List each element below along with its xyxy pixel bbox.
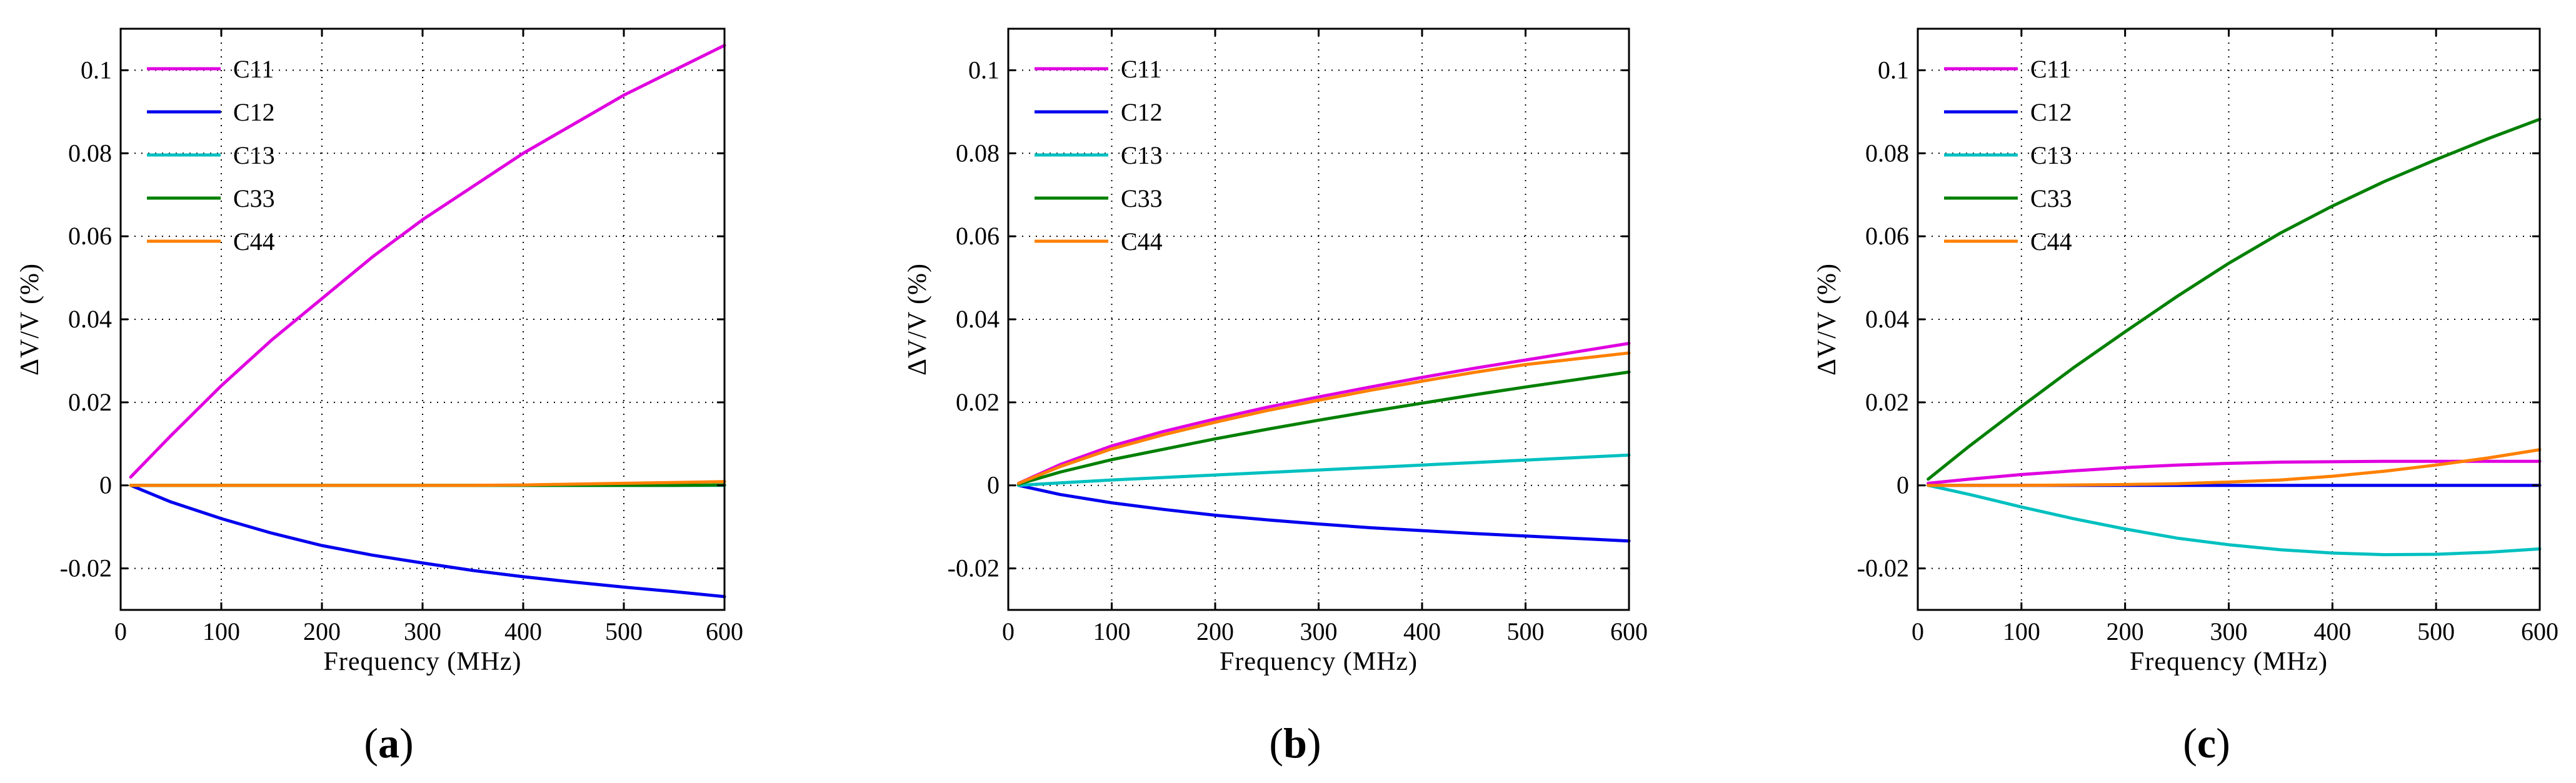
panel-c: 0 100 200 300 400 500 600 -0.02 0 0.02 0.04 0.06 0.0… xyxy=(1813,27,2558,767)
x-tick-label: 400 xyxy=(2313,617,2351,646)
y-tick-label: 0 xyxy=(1897,471,1909,499)
panel-a: 0 100 200 300 400 500 600 -0.02 0 0.02 0.04 0.06 0.0… xyxy=(16,27,743,767)
panel-label-letter: b xyxy=(1283,719,1307,767)
legend-label-c13: C13 xyxy=(233,141,275,169)
y-axis-title: ΔV/V (%) xyxy=(16,263,44,376)
y-tick-label: 0.04 xyxy=(68,305,112,333)
y-tick-label: 0.02 xyxy=(68,388,112,416)
legend: C11 C12 C13 C33 C44 xyxy=(1035,55,1163,256)
y-tick-label: 0 xyxy=(987,471,1000,499)
x-tick-label: 300 xyxy=(404,617,441,646)
panel-label: (b) xyxy=(1269,719,1321,767)
y-tick-label: 0.04 xyxy=(1865,305,1909,333)
series-line-c44 xyxy=(1927,448,2542,487)
legend-label-c12: C12 xyxy=(233,98,275,126)
x-tick-label: 500 xyxy=(2417,617,2455,646)
y-axis-title: ΔV/V (%) xyxy=(903,263,932,376)
series-line-c44 xyxy=(129,480,726,487)
legend-label-c33: C33 xyxy=(233,184,275,212)
panel-label-open: ( xyxy=(2183,719,2197,767)
legend-label-c13: C13 xyxy=(2030,141,2072,169)
series-line-c11 xyxy=(1017,342,1631,485)
x-axis-title: Frequency (MHz) xyxy=(1220,647,1418,676)
legend-label-c12: C12 xyxy=(2030,98,2072,126)
y-tick-label: 0.02 xyxy=(1865,388,1909,416)
x-tick-label: 600 xyxy=(1610,617,1648,646)
plot-area xyxy=(1918,29,2540,610)
legend-label-c12: C12 xyxy=(1121,98,1163,126)
panel-label-open: ( xyxy=(364,719,378,767)
x-tick-label: 100 xyxy=(203,617,240,646)
x-axis-title: Frequency (MHz) xyxy=(2130,647,2328,676)
panel-label-close: ) xyxy=(2216,719,2230,767)
y-axis-title: ΔV/V (%) xyxy=(1813,263,1842,376)
panel-label: (c) xyxy=(2183,719,2230,767)
legend: C11 C12 C13 C33 C44 xyxy=(1944,55,2072,256)
legend-label-c33: C33 xyxy=(2030,184,2072,212)
y-tick-label: -0.02 xyxy=(1857,554,1909,582)
x-tick-label: 0 xyxy=(114,617,127,646)
legend-label-c44: C44 xyxy=(2030,227,2072,256)
x-tick-label: 400 xyxy=(1403,617,1441,646)
x-tick-label: 0 xyxy=(1002,617,1015,646)
series-line-c11 xyxy=(129,44,726,479)
panel-b: 0 100 200 300 400 500 600 -0.02 0 0.02 0.04 0.06 0.0… xyxy=(903,27,1648,767)
y-tick-label: 0.02 xyxy=(956,388,1000,416)
x-tick-label: 200 xyxy=(303,617,341,646)
series-line-c13 xyxy=(1927,484,2542,557)
x-tick-label: 100 xyxy=(2003,617,2040,646)
y-tick-label: -0.02 xyxy=(948,554,1000,582)
panel-label-letter: c xyxy=(2197,719,2216,767)
x-tick-label: 300 xyxy=(2210,617,2248,646)
legend-label-c44: C44 xyxy=(1121,227,1163,256)
series-line-c33 xyxy=(1017,370,1631,486)
y-tick-label: 0.06 xyxy=(1865,222,1909,250)
series-line-c11 xyxy=(1927,459,2542,485)
x-tick-label: 300 xyxy=(1300,617,1338,646)
y-tick-label: 0.1 xyxy=(968,56,1000,84)
x-tick-label: 200 xyxy=(1196,617,1234,646)
x-tick-label: 200 xyxy=(2107,617,2144,646)
panel-label-close: ) xyxy=(1307,719,1321,767)
legend-label-c11: C11 xyxy=(2030,55,2071,83)
legend: C11 C12 C13 C33 C44 xyxy=(147,55,275,256)
y-tick-label: 0.06 xyxy=(68,222,112,250)
x-tick-label: 500 xyxy=(1507,617,1545,646)
legend-label-c44: C44 xyxy=(233,227,275,256)
legend-label-c11: C11 xyxy=(233,55,274,83)
x-axis-title: Frequency (MHz) xyxy=(323,647,521,676)
panel-label-open: ( xyxy=(1269,719,1283,767)
y-tick-label: 0.1 xyxy=(1878,56,1909,84)
series-line-c33 xyxy=(1927,117,2542,481)
y-tick-label: 0.08 xyxy=(1865,139,1909,167)
x-tick-label: 400 xyxy=(504,617,542,646)
panel-label-letter: a xyxy=(378,719,399,767)
legend-label-c33: C33 xyxy=(1121,184,1163,212)
y-tick-label: -0.02 xyxy=(60,554,112,582)
x-tick-label: 100 xyxy=(1093,617,1131,646)
y-tick-label: 0.04 xyxy=(956,305,1000,333)
x-tick-label: 0 xyxy=(1912,617,1924,646)
y-tick-label: 0 xyxy=(99,471,112,499)
x-tick-label: 600 xyxy=(2521,617,2558,646)
series-line-c44 xyxy=(1017,351,1631,485)
series-line-c12 xyxy=(1017,484,1631,543)
legend-label-c11: C11 xyxy=(1121,55,1161,83)
y-tick-label: 0.06 xyxy=(956,222,1000,250)
x-tick-label: 600 xyxy=(706,617,743,646)
panel-label-close: ) xyxy=(399,719,414,767)
y-tick-label: 0.08 xyxy=(956,139,1000,167)
panel-label: (a) xyxy=(364,719,413,767)
series-line-c12 xyxy=(129,484,726,599)
y-tick-label: 0.1 xyxy=(81,56,112,84)
y-tick-label: 0.08 xyxy=(68,139,112,167)
x-tick-label: 500 xyxy=(605,617,643,646)
series-line-c13 xyxy=(1017,453,1631,487)
legend-label-c13: C13 xyxy=(1121,141,1163,169)
